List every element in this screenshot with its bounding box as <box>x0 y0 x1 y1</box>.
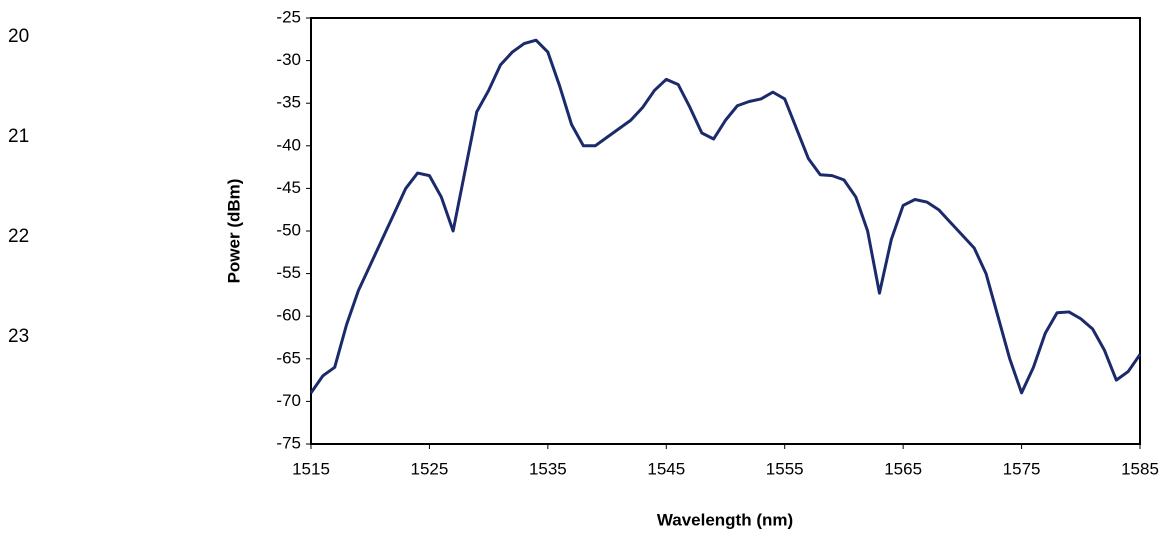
x-tick-label: 1555 <box>766 459 804 478</box>
line-number: 21 <box>8 126 29 147</box>
y-tick-label: -40 <box>276 135 301 154</box>
y-tick-label: -45 <box>276 178 301 197</box>
y-tick-label: -75 <box>276 433 301 452</box>
x-tick-label: 1515 <box>292 459 330 478</box>
x-tick-label: 1525 <box>411 459 449 478</box>
x-tick-label: 1575 <box>1003 459 1041 478</box>
y-axis-title: Power (dBm) <box>224 179 243 284</box>
x-tick-label: 1585 <box>1121 459 1159 478</box>
line-number: 22 <box>8 226 29 247</box>
y-tick-label: -50 <box>276 220 301 239</box>
y-tick-label: -55 <box>276 263 301 282</box>
y-tick-label: -30 <box>276 50 301 69</box>
line-number: 23 <box>8 326 29 347</box>
y-tick-label: -35 <box>276 93 301 112</box>
x-axis-title: Wavelength (nm) <box>657 510 793 529</box>
y-tick-label: -65 <box>276 348 301 367</box>
y-tick-label: -60 <box>276 306 301 325</box>
y-tick-label: -70 <box>276 391 301 410</box>
line-number: 20 <box>8 26 29 47</box>
x-tick-label: 1535 <box>529 459 567 478</box>
y-tick-label: -25 <box>276 7 301 26</box>
data-line <box>309 38 1142 395</box>
x-tick-label: 1565 <box>884 459 922 478</box>
x-tick-label: 1545 <box>647 459 685 478</box>
